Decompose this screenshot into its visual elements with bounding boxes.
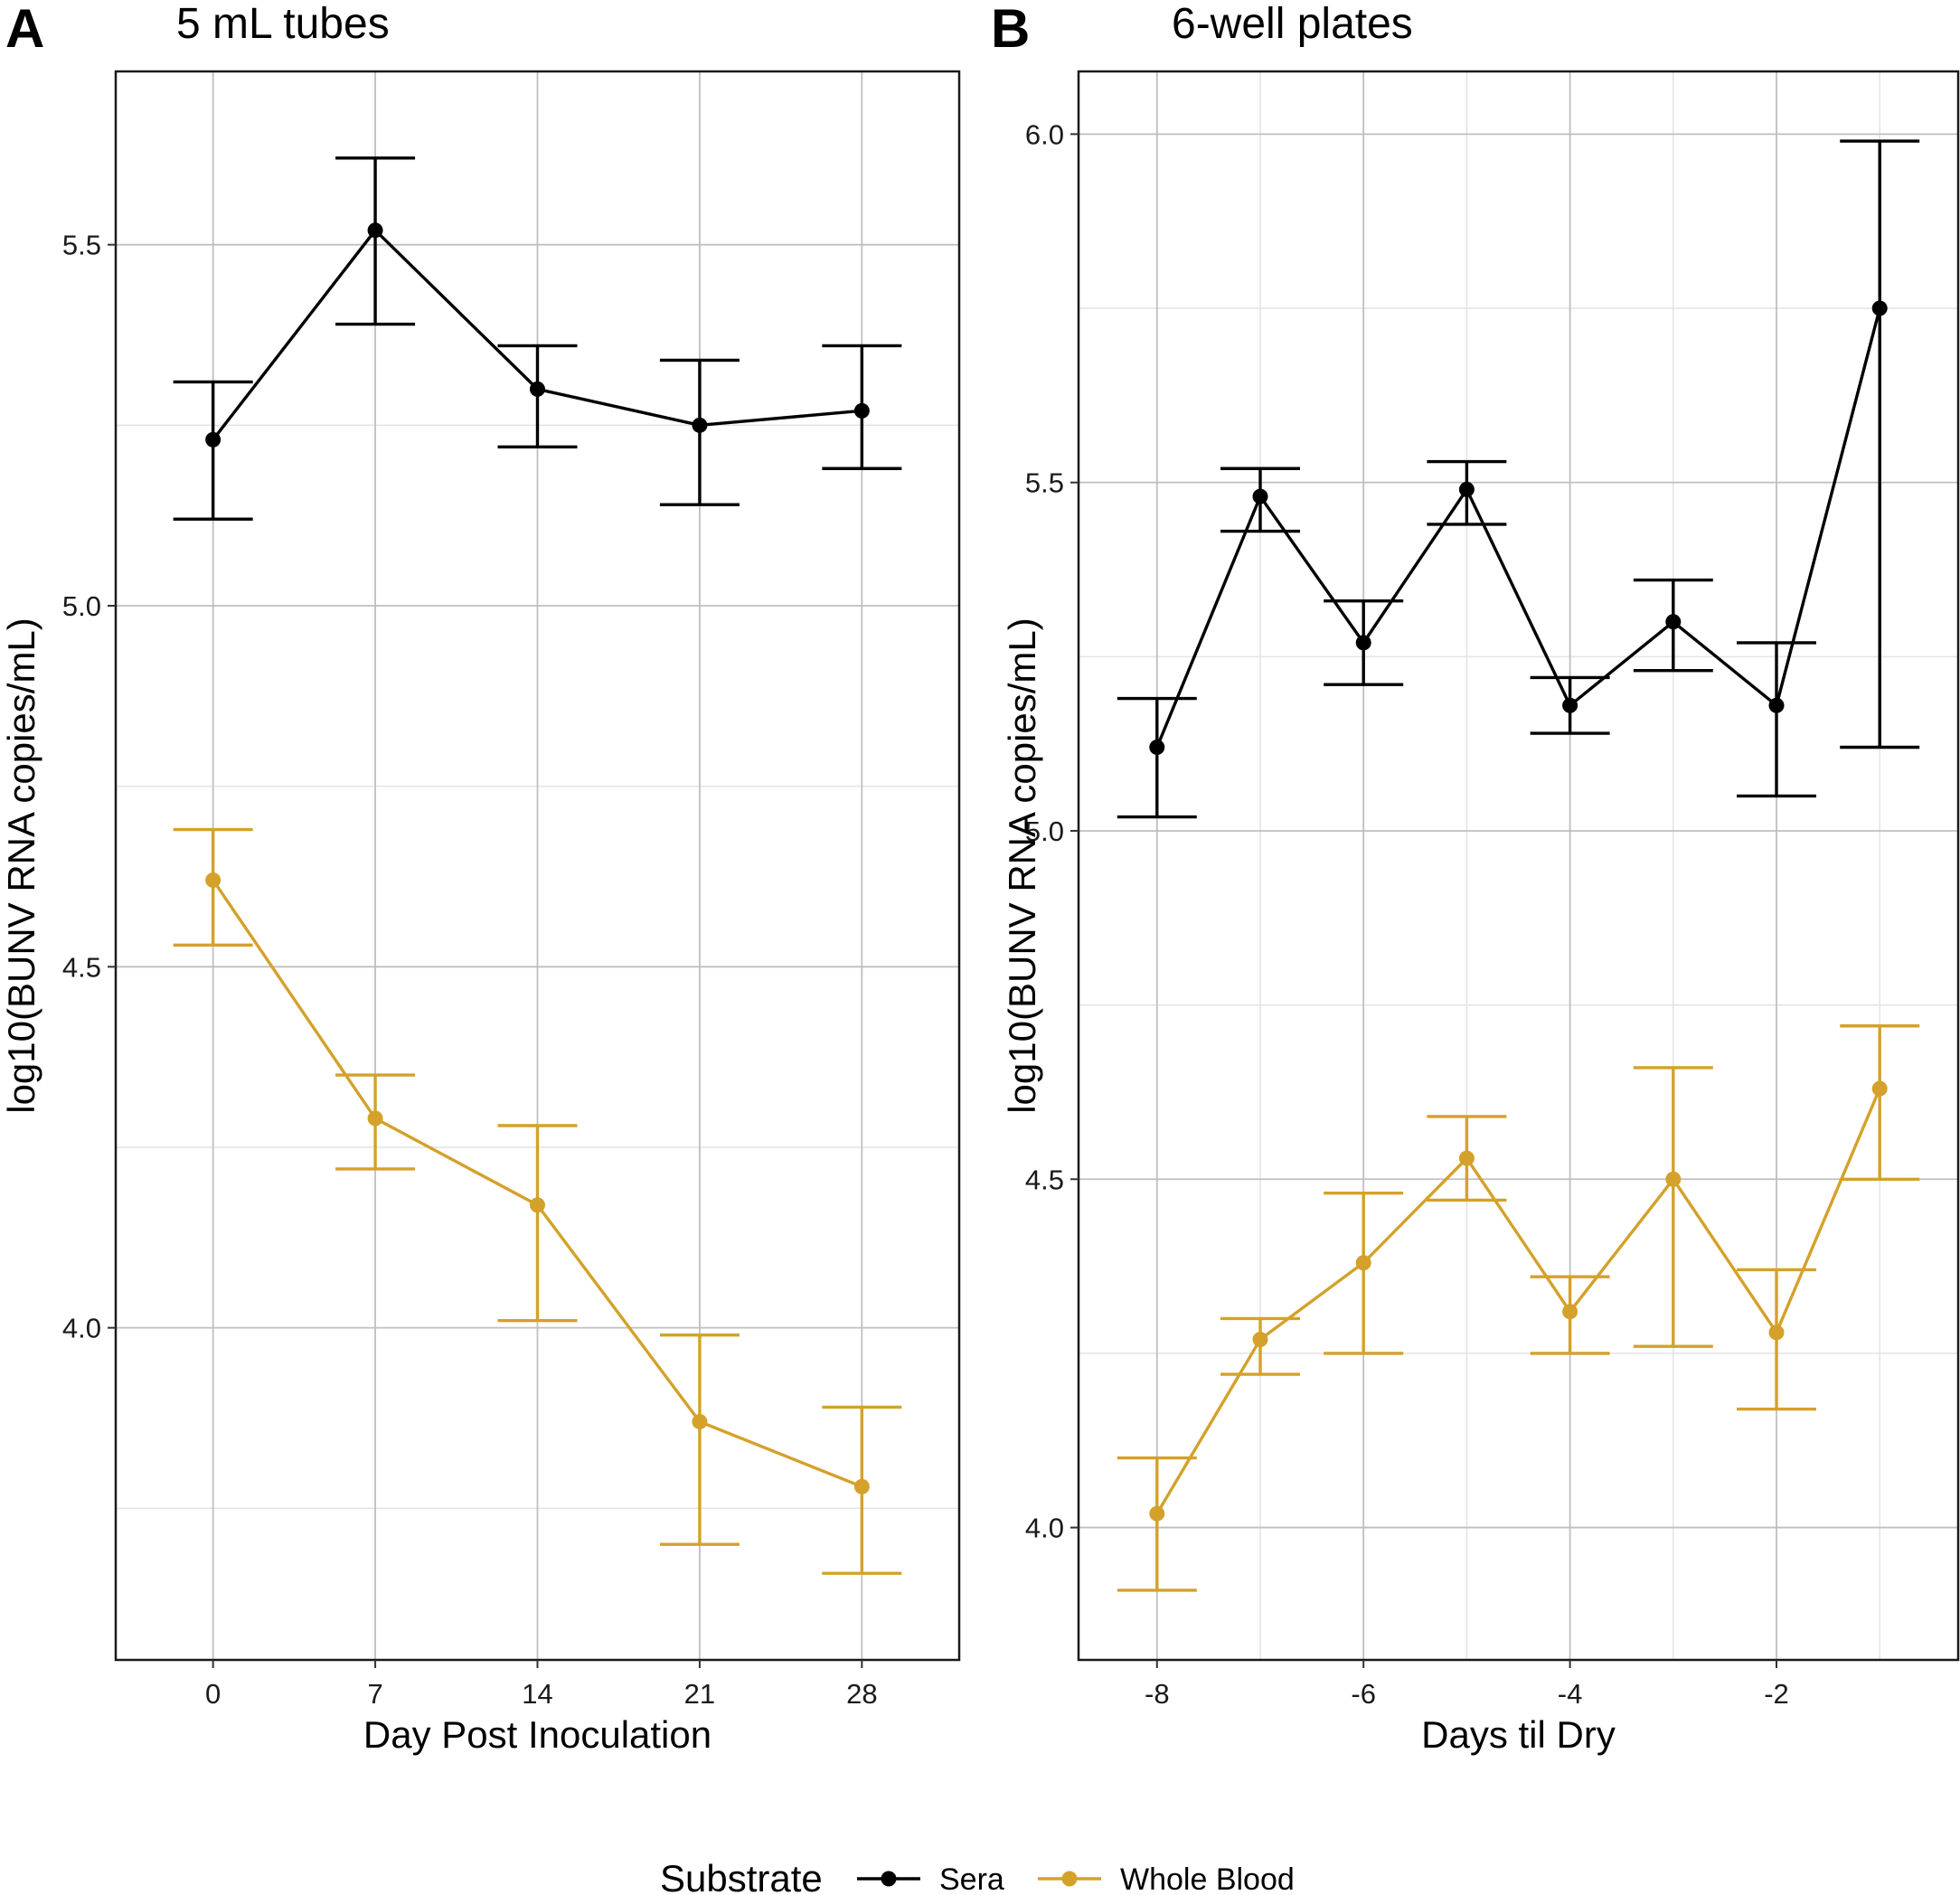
data-point [853,1478,870,1494]
legend-item-sera: Sera [857,1862,1004,1895]
x-tick-label: 21 [684,1678,715,1710]
data-point [692,417,708,433]
legend: Substrate Sera Whole Blood [660,1857,1295,1895]
series-line [1155,307,1881,749]
series-sera [1117,139,1920,819]
data-point [1149,1505,1165,1522]
data-point [1252,1332,1268,1348]
legend-marker [881,1871,897,1887]
data-point [1768,1325,1785,1341]
series-sera [173,156,902,521]
data-point [1355,1255,1371,1271]
x-tick-label: 28 [846,1678,877,1710]
data-point [853,402,870,419]
x-tick-label: 14 [522,1678,552,1710]
y-axis-title: log10(BUNV RNA copies/mL) [0,618,42,1114]
data-point [367,1110,383,1127]
data-point [530,381,545,397]
x-axis-title: Days til Dry [1421,1713,1616,1756]
data-point [1458,1150,1475,1166]
y-tick-label: 4.0 [1025,1513,1064,1544]
y-tick-label: 5.5 [1025,467,1064,499]
y-tick-label: 5.5 [62,230,101,261]
x-axis-title: Day Post Inoculation [363,1713,711,1756]
data-point [1252,488,1268,504]
y-tick-label: 4.5 [62,951,101,983]
data-point [1355,635,1371,651]
data-point [367,222,383,239]
y-tick-label: 5.0 [1025,816,1064,847]
data-point [1562,697,1578,713]
x-tick-label: -8 [1145,1678,1170,1710]
data-point [1149,739,1165,755]
series-line [1155,1088,1881,1515]
data-point [1458,481,1475,497]
data-point [205,872,221,888]
panel-title: 5 mL tubes [176,0,390,48]
y-tick-label: 5.0 [62,590,101,622]
y-tick-label: 4.0 [62,1313,101,1344]
data-point [530,1197,545,1213]
panel-title: 6-well plates [1172,0,1413,48]
legend-marker [1061,1871,1078,1887]
legend-item-whole-blood: Whole Blood [1038,1862,1295,1895]
data-point [1768,697,1785,713]
panel-border [1077,70,1960,1662]
y-tick-label: 4.5 [1025,1164,1064,1195]
data-point [205,431,221,448]
legend-label: Whole Blood [1120,1862,1295,1895]
data-point [1871,1080,1888,1097]
panel-letter: B [991,0,1030,59]
panel-letter: A [5,0,44,59]
panel-a: A 5 mL tubes 4.0 4.5 5.0 5.5 0 7 14 21 28 Day Post … [0,0,961,1756]
y-tick-label: 6.0 [1025,118,1064,150]
legend-label: Sera [939,1862,1004,1895]
series-whole-blood [1117,1024,1920,1592]
data-point [1871,300,1888,316]
x-tick-label: 7 [367,1678,382,1710]
x-tick-label: -6 [1351,1678,1376,1710]
y-axis-title: log10(BUNV RNA copies/mL) [1001,618,1043,1114]
data-point [1665,614,1682,630]
x-tick-label: -4 [1558,1678,1583,1710]
panel-b: B 6-well plates 4.0 4.5 5.0 5.5 6.0 -8 -6 -4 -2 Day… [991,0,1960,1756]
legend-title: Substrate [660,1857,823,1895]
x-tick-label: -2 [1764,1678,1789,1710]
data-point [1562,1304,1578,1320]
x-tick-label: 0 [205,1678,221,1710]
series-whole-blood [173,827,902,1575]
data-point [1665,1171,1682,1187]
data-point [692,1413,708,1429]
